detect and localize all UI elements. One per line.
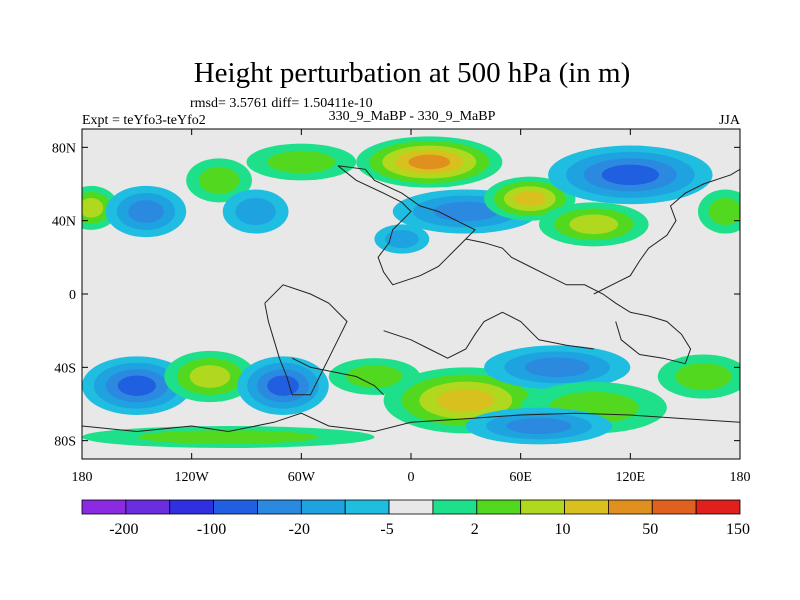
- blob-45s-160e: [657, 354, 740, 399]
- coastline-0: [337, 165, 476, 286]
- blob-78s-100w-level-2: [138, 430, 319, 444]
- blob-40n-100e-level-3: [569, 214, 619, 235]
- colorbar-label-5: 10: [555, 521, 571, 538]
- blob-45s-110w: [164, 350, 256, 403]
- blob-72s-70e-level-3: [506, 417, 572, 435]
- blob-45n-85w-level-2: [235, 197, 276, 226]
- x-tick-label-4: 60E: [509, 470, 532, 485]
- x-axis: 180 120W 60W 0 60E 120E 180: [72, 129, 751, 485]
- blob-45s-110w-level-3: [189, 365, 231, 388]
- colorbar-swatch-8: [432, 499, 478, 515]
- x-tick-label-5: 120E: [616, 470, 646, 485]
- x-tick-label-6: 180: [730, 470, 751, 485]
- colorbar: -200 -100 -20 -5 2 10 50 150: [81, 499, 750, 538]
- blob-40s-80e: [484, 345, 631, 390]
- blob-30n-5e: [374, 224, 430, 254]
- blob-50s-150w: [82, 356, 192, 415]
- colorbar-swatch-10: [520, 499, 565, 515]
- colorbar-swatch-9: [476, 499, 522, 515]
- blob-45n-85w: [222, 189, 289, 234]
- blob-72n-10e-level-5: [408, 154, 451, 170]
- colorbar-swatch-3: [213, 499, 258, 515]
- x-tick-label-0: 180: [72, 470, 93, 485]
- x-tick-label-1: 120W: [175, 470, 210, 485]
- season-label: JJA: [719, 113, 741, 128]
- colorbar-swatch-2: [169, 499, 215, 515]
- blob-72s-70e: [465, 407, 613, 445]
- blob-75n-60w-level-2: [267, 150, 336, 174]
- blob-45n-172e-level-2: [708, 197, 740, 226]
- coastline-layer: [82, 165, 740, 433]
- blob-50s-70w: [237, 356, 329, 415]
- colorbar-swatch-14: [695, 499, 741, 515]
- blob-65n-120e-level-4: [601, 164, 659, 186]
- colorbar-label-0: -200: [109, 521, 138, 538]
- colorbar-label-6: 50: [642, 521, 658, 538]
- blob-60n-100w-level-2: [198, 166, 240, 194]
- colorbar-swatch-4: [257, 499, 302, 515]
- y-tick-label-2: 0: [69, 288, 76, 303]
- blob-75n-60w: [246, 143, 357, 181]
- center-text: 330_9_MaBP - 330_9_MaBP: [329, 109, 496, 124]
- colorbar-label-4: 2: [471, 521, 479, 538]
- blob-45n-172e: [697, 189, 740, 234]
- colorbar-label-3: -5: [380, 521, 393, 538]
- blob-45s-20w-level-2: [346, 365, 403, 388]
- x-tick-label-2: 60W: [288, 470, 316, 485]
- expt-text: Expt = teYfo3-teYfo2: [82, 113, 206, 128]
- plot-area: [81, 128, 741, 460]
- coastline-5: [264, 284, 348, 396]
- colorbar-swatch-11: [564, 499, 609, 515]
- colorbar-swatch-1: [125, 499, 171, 515]
- blob-78s-100w: [82, 426, 375, 448]
- y-tick-label-4: 80S: [54, 435, 76, 450]
- colorbar-swatch-0: [81, 499, 127, 515]
- blob-45s-160e-level-2: [675, 362, 732, 391]
- colorbar-swatch-12: [608, 499, 653, 515]
- stats-text: rmsd= 3.5761 diff= 1.50411e-10: [190, 96, 373, 111]
- blob-40n-100e: [538, 202, 649, 247]
- blob-30n-5e-level-2: [384, 229, 419, 249]
- colorbar-label-1: -100: [197, 521, 226, 538]
- blob-65n-120e: [548, 145, 713, 205]
- y-axis: 80N 40N 0 40S 80S: [52, 141, 740, 450]
- chart-title: Height perturbation at 500 hPa (in m): [194, 57, 631, 89]
- blob-60s-30e-level-4: [437, 388, 495, 412]
- coastline-1: [465, 238, 692, 365]
- blob-40s-80e-level-3: [524, 357, 590, 378]
- colorbar-label-2: -20: [289, 521, 310, 538]
- blob-50s-70w-level-4: [267, 375, 299, 396]
- blob-52n-65e-level-4: [513, 191, 546, 207]
- coastline-6: [291, 357, 384, 396]
- blob-50s-150w-level-4: [117, 375, 156, 396]
- colorbar-swatch-5: [300, 499, 346, 515]
- blob-52n-65e: [484, 176, 576, 221]
- y-tick-label-0: 80N: [52, 141, 76, 156]
- blob-60n-left-level-3: [82, 198, 104, 218]
- blob-45n-30e-level-3: [433, 201, 499, 222]
- blob-60n-100w: [186, 158, 252, 203]
- coastline-4: [82, 412, 740, 433]
- coastline-2: [593, 168, 740, 295]
- blob-72n-10e: [356, 136, 503, 188]
- y-tick-label-1: 40N: [52, 215, 76, 230]
- y-tick-label-3: 40S: [54, 361, 76, 376]
- x-tick-label-3: 0: [408, 470, 415, 485]
- field-layer: [82, 136, 740, 448]
- blob-45n-160w-level-3: [128, 200, 164, 223]
- colorbar-swatch-6: [344, 499, 390, 515]
- colorbar-label-7: 150: [726, 521, 750, 538]
- blob-45n-160w: [105, 185, 187, 238]
- colorbar-swatch-7: [388, 499, 434, 515]
- colorbar-swatch-13: [651, 499, 697, 515]
- coastline-3: [383, 311, 594, 359]
